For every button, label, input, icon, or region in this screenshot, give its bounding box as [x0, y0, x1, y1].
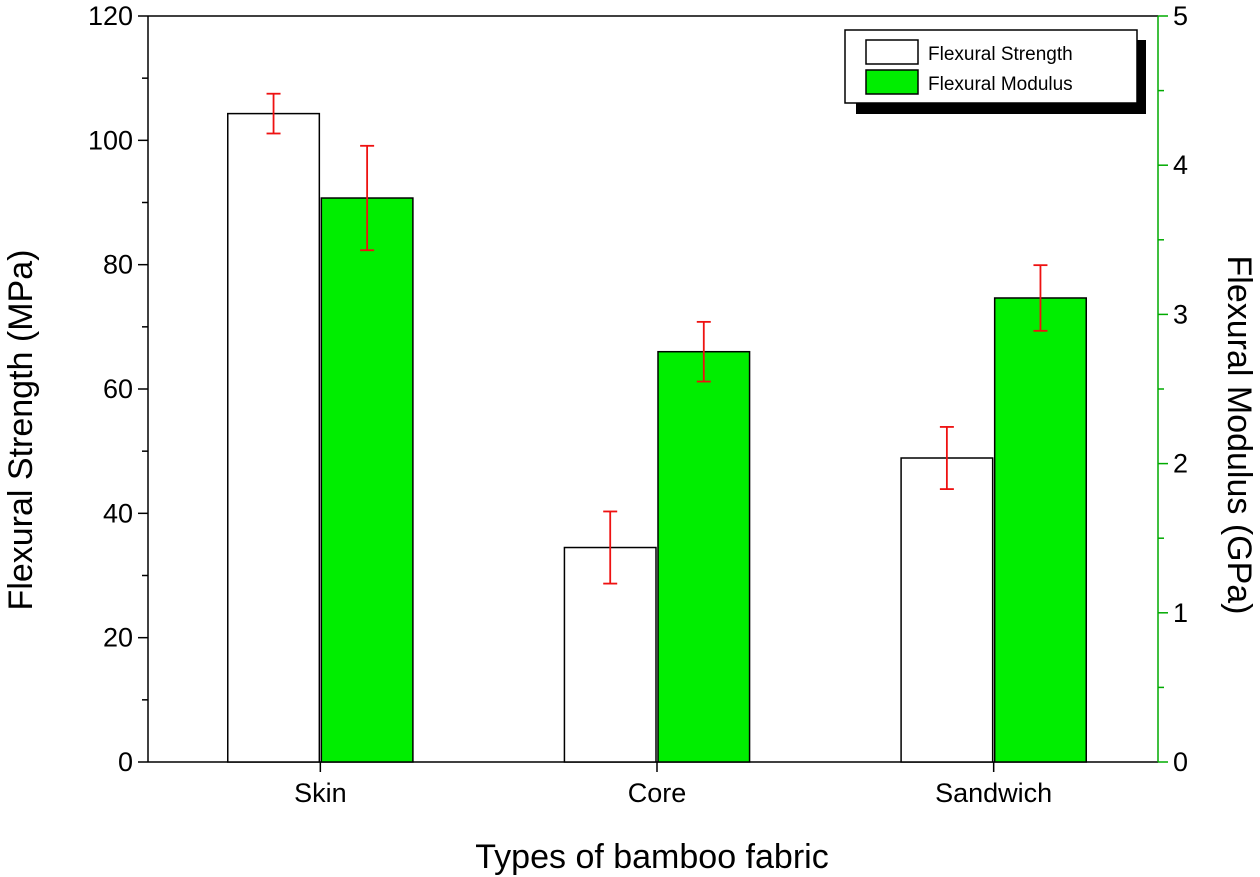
left-tick-label: 80 [103, 250, 133, 280]
right-tick-label: 0 [1173, 747, 1188, 777]
legend-swatch-flexural-modulus [865, 69, 919, 95]
bar-flexural-modulus-sandwich [993, 297, 1087, 763]
x-axis-ticks: Skin Core Sandwich [294, 762, 1052, 808]
right-tick-label: 4 [1173, 150, 1188, 180]
bar-flexural-strength-sandwich [900, 457, 994, 763]
bar-flexural-strength-skin [227, 112, 321, 763]
left-tick-label: 60 [103, 374, 133, 404]
x-tick-label-skin: Skin [294, 778, 347, 808]
right-tick-label: 5 [1173, 1, 1188, 31]
right-tick-label: 1 [1173, 598, 1188, 628]
legend-label-flexural-modulus: Flexural Modulus [928, 74, 1073, 95]
bar-flexural-modulus-core [657, 350, 751, 763]
x-tick-label-core: Core [628, 778, 687, 808]
x-tick-label-sandwich: Sandwich [935, 778, 1052, 808]
legend-swatch-flexural-strength [865, 39, 919, 65]
left-tick-label: 20 [103, 623, 133, 653]
right-axis-title: Flexural Modulus (GPa) [1220, 255, 1258, 614]
right-axis-ticks: 0 1 2 3 4 5 [1158, 1, 1188, 777]
left-tick-label: 40 [103, 498, 133, 528]
left-tick-label: 0 [118, 747, 133, 777]
left-tick-label: 100 [88, 125, 133, 155]
right-tick-label: 2 [1173, 449, 1188, 479]
legend-label-flexural-strength: Flexural Strength [928, 44, 1073, 65]
bars [227, 112, 1087, 763]
left-tick-label: 120 [88, 1, 133, 31]
right-tick-label: 3 [1173, 299, 1188, 329]
legend: Flexural Strength Flexural Modulus [844, 29, 1146, 114]
left-axis-ticks: 0 20 40 60 80 100 120 [88, 1, 148, 777]
bar-flexural-modulus-skin [320, 197, 414, 763]
x-axis-title: Types of bamboo fabric [475, 838, 828, 876]
left-axis-title: Flexural Strength (MPa) [2, 250, 40, 611]
error-bars [266, 92, 1048, 585]
